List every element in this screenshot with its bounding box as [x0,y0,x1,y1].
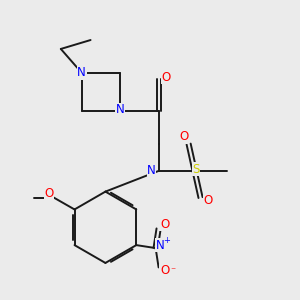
Text: N: N [156,238,164,252]
Text: S: S [192,163,200,176]
Text: N: N [77,66,86,79]
Text: N: N [147,164,156,177]
Text: +: + [163,236,170,245]
Text: O: O [45,187,54,200]
Text: O: O [160,218,169,231]
Text: O: O [180,130,189,143]
Text: O: O [160,265,169,278]
Text: N: N [116,103,125,116]
Text: ⁻: ⁻ [170,266,175,276]
Text: O: O [203,194,213,207]
Text: O: O [162,71,171,84]
